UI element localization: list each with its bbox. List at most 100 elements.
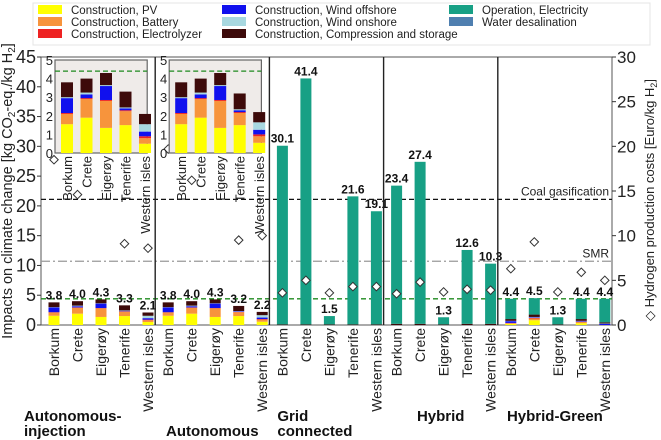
data-label: 4.4 <box>596 285 613 299</box>
bar-segment <box>162 307 174 313</box>
y2-tick-label: 25 <box>617 93 636 112</box>
bar-segment <box>323 316 335 325</box>
inset-bar-segment <box>233 109 246 111</box>
bar-segment <box>438 324 450 325</box>
inset-bar-segment <box>80 117 93 153</box>
bar-segment <box>552 324 564 325</box>
data-label: 2.1 <box>140 298 157 312</box>
bar-segment <box>233 316 245 325</box>
inset-bar-segment <box>80 98 93 100</box>
bar-segment <box>209 308 221 317</box>
bar-segment <box>233 312 245 317</box>
inset-y-tick-label: 3 <box>46 90 53 105</box>
data-label: 30.1 <box>271 132 295 146</box>
x-tick-label: Western isles <box>368 328 384 412</box>
inset-bar-segment <box>253 142 266 153</box>
y2-tick-label: 30 <box>617 48 636 67</box>
inset-x-tick-label: Crete <box>194 156 209 188</box>
legend-label-7: Water desalination <box>482 17 577 29</box>
bar-segment <box>505 319 517 321</box>
cost-marker <box>347 281 358 292</box>
cost-marker <box>143 243 153 254</box>
bar-segment <box>391 185 403 324</box>
inset-bar-segment <box>175 82 188 98</box>
legend-label-3: Construction, Wind offshore <box>255 5 397 17</box>
inset-x-tick-label: Borkum <box>60 156 75 201</box>
inset-y-tick-label: 0 <box>160 146 167 161</box>
data-label: 4.4 <box>502 285 519 299</box>
inset-y-tick-label: 5 <box>160 53 167 68</box>
inset-bar-segment <box>233 110 246 113</box>
inset-y-tick-label: 4 <box>160 72 167 87</box>
data-label: 3.3 <box>116 291 133 305</box>
bar-segment <box>72 307 83 314</box>
cost-marker <box>415 277 426 288</box>
bar-segment <box>162 302 174 308</box>
bar-segment <box>414 323 426 325</box>
inset-y-tick-label: 2 <box>46 109 53 124</box>
bar-segment <box>256 315 268 318</box>
reference-line-label: Coal gasification <box>521 184 609 198</box>
bar-segment <box>276 145 288 325</box>
data-label: 4.0 <box>69 287 86 301</box>
y2-label-marker-icon: ◇ <box>642 307 657 321</box>
bar-segment <box>256 319 268 322</box>
inset-bar-segment <box>233 93 246 110</box>
inset-bar-segment <box>80 92 93 95</box>
inset-x-tick-label: Eigerøy <box>213 156 228 201</box>
legend-swatch-7 <box>449 17 473 26</box>
y2-axis-label: ◇ Hydrogen production costs [Euro/kg H2] <box>642 79 659 321</box>
inset-bar-segment <box>119 107 132 109</box>
bar-segment <box>162 315 174 325</box>
bar-segment <box>209 303 221 309</box>
bar-segment <box>186 305 198 307</box>
bar-segment <box>599 323 611 325</box>
cost-marker <box>72 189 83 200</box>
legend-swatch-2 <box>38 29 62 38</box>
bar-segment <box>528 317 540 319</box>
inset-bar-segment <box>119 91 132 108</box>
bar-segment <box>505 321 517 323</box>
y-label-part: -eq./kg H <box>0 53 16 112</box>
data-label: 4.3 <box>93 285 110 299</box>
cost-marker <box>277 287 288 298</box>
y2-tick-label: 0 <box>617 316 626 335</box>
inset-x-tick-label: Tenerife <box>119 156 134 202</box>
bar-segment <box>599 322 611 324</box>
inset-bar-segment <box>194 99 207 118</box>
inset-y-tick-label: 5 <box>46 53 53 68</box>
data-label: 4.5 <box>526 284 543 298</box>
inset-bar-segment <box>119 125 132 153</box>
x-tick-label: Crete <box>298 328 314 362</box>
inset-bar-segment <box>100 127 112 153</box>
inset-bar-segment <box>139 113 151 125</box>
x-tick-label: Borkum <box>503 328 519 376</box>
cost-marker <box>462 284 473 295</box>
bar-segment <box>142 312 154 316</box>
y-label-subscript: 2 <box>7 47 18 53</box>
inset-bar-segment <box>194 92 207 95</box>
bar-segment <box>505 298 517 320</box>
bar-segment <box>461 323 473 325</box>
bar-segment <box>256 317 268 320</box>
inset-bar-segment <box>194 78 207 93</box>
bar-segment <box>575 321 587 322</box>
legend-swatch-0 <box>38 5 62 14</box>
bar-segment <box>186 313 198 325</box>
inset-bar-segment <box>214 85 227 87</box>
legend-label-6: Operation, Electricity <box>482 5 588 17</box>
bar-segment <box>119 311 130 317</box>
data-label: 12.6 <box>455 236 479 250</box>
inset-bar-segment <box>214 73 227 86</box>
inset-bar-segment <box>61 82 73 98</box>
inset-bar-segment <box>139 136 151 139</box>
bar-segment <box>300 324 312 325</box>
y-tick-label: 10 <box>16 255 36 275</box>
data-label: 3.8 <box>46 288 63 302</box>
cost-marker <box>119 238 130 249</box>
legend-label-0: Construction, PV <box>71 5 158 17</box>
x-tick-label: Eigerøy <box>93 328 109 376</box>
bar-segment <box>575 323 587 325</box>
y-tick-label: 40 <box>16 77 36 97</box>
bar-segment <box>119 316 130 325</box>
